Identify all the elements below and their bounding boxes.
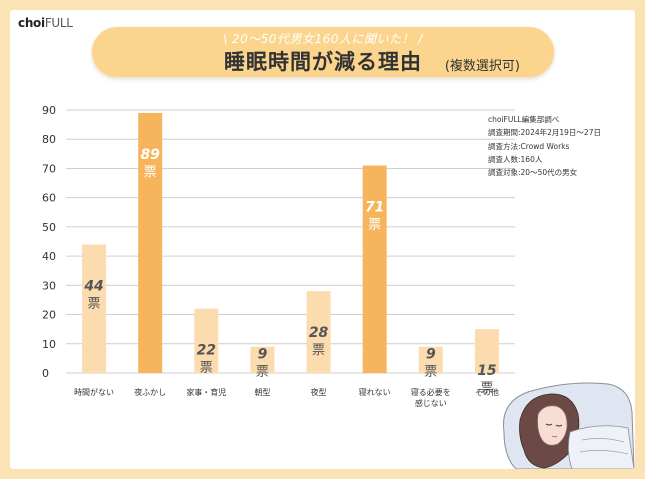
bar-value-label: 89 bbox=[140, 147, 160, 163]
bar-unit-label: 票 bbox=[144, 165, 157, 180]
survey-note-target: 調査対象:20～50代の男女 bbox=[488, 168, 578, 178]
x-axis: 時間がない 夜ふかし 家事・育児 朝型 夜型 寝れない 寝る必要を感じない その他 bbox=[74, 387, 499, 408]
survey-subtitle: \ 20～50代男女160人に聞いた！ / bbox=[223, 32, 423, 46]
x-tick-label: 家事・育児 bbox=[186, 387, 226, 397]
bar-value-label: 44 bbox=[83, 278, 103, 294]
bar-unit-label: 票 bbox=[368, 218, 381, 233]
x-tick-line: 感じない bbox=[415, 398, 447, 408]
bar-unit-label: 票 bbox=[200, 361, 213, 376]
bar-unit-label: 票 bbox=[424, 365, 437, 380]
bar bbox=[306, 291, 331, 373]
x-tick-line: 寝る必要を bbox=[411, 387, 451, 397]
bar-value-label: 9 bbox=[426, 347, 436, 363]
y-tick-label: 90 bbox=[42, 104, 56, 117]
bar bbox=[250, 346, 275, 373]
bar-value-label: 22 bbox=[197, 343, 216, 359]
bar bbox=[418, 346, 443, 373]
bar-value-label: 28 bbox=[309, 325, 329, 341]
x-tick-label: その他 bbox=[475, 387, 499, 397]
brand-logo: choiFULL bbox=[18, 16, 73, 30]
sleeping-woman-illustration bbox=[503, 382, 635, 469]
logo-full: FULL bbox=[44, 16, 73, 30]
x-tick-label: 寝れない bbox=[359, 387, 391, 397]
x-tick-line: 寝れない bbox=[359, 387, 391, 397]
bar-unit-label: 票 bbox=[88, 296, 101, 311]
bar-value-label: 15 bbox=[477, 363, 497, 379]
multiple-choice-note: (複数選択可) bbox=[444, 59, 520, 74]
y-tick-label: 10 bbox=[42, 338, 56, 351]
y-tick-label: 70 bbox=[42, 162, 56, 175]
x-tick-label: 朝型 bbox=[254, 388, 270, 397]
bar bbox=[362, 165, 387, 373]
bar bbox=[138, 112, 163, 373]
y-axis: 0 10 20 30 40 50 60 70 80 90 bbox=[42, 104, 56, 380]
x-tick-line: その他 bbox=[475, 387, 499, 397]
x-tick-line: 家事・育児 bbox=[186, 387, 226, 397]
title-banner: \ 20～50代男女160人に聞いた！ / 睡眠時間が減る理由 (複数選択可) bbox=[92, 27, 554, 77]
bars: 44 票 89 票 22 票 9 票 28 票 71 票 9 票 15 票 bbox=[82, 112, 499, 396]
x-tick-label: 夜型 bbox=[311, 387, 327, 397]
y-tick-label: 0 bbox=[42, 367, 49, 380]
y-tick-label: 20 bbox=[42, 309, 56, 322]
x-tick-line: 時間がない bbox=[74, 387, 114, 397]
y-tick-label: 40 bbox=[42, 250, 56, 263]
survey-notes: choiFULL編集部調べ 調査期間:2024年2月19日～27日 調査方法:C… bbox=[488, 113, 601, 179]
bar-unit-label: 票 bbox=[256, 365, 269, 380]
survey-note-count: 調査人数:160人 bbox=[488, 154, 543, 164]
survey-note-source: choiFULL編集部調べ bbox=[488, 115, 560, 124]
bar-value-label: 9 bbox=[258, 347, 268, 363]
y-tick-label: 60 bbox=[42, 192, 56, 205]
bar-unit-label: 票 bbox=[480, 381, 493, 396]
grid-lines bbox=[66, 109, 515, 374]
x-tick-line: 夜ふかし bbox=[134, 387, 166, 397]
infographic-card: choiFULL \ 20～50代男女160人に聞いた！ / 睡眠時間が減る理由… bbox=[10, 10, 635, 469]
survey-note-method: 調査方法:Crowd Works bbox=[488, 141, 570, 151]
bar bbox=[194, 308, 219, 373]
bar-value-label: 71 bbox=[365, 200, 384, 216]
survey-note-period: 調査期間:2024年2月19日～27日 bbox=[488, 128, 601, 138]
y-tick-label: 30 bbox=[42, 279, 56, 292]
x-tick-label: 時間がない bbox=[74, 387, 114, 397]
x-tick-line: 夜型 bbox=[311, 387, 327, 397]
bar bbox=[474, 329, 499, 373]
x-tick-label: 寝る必要を感じない bbox=[411, 387, 451, 408]
bar-chart: 0 10 20 30 40 50 60 70 80 90 44 票 89 票 22 票 9 票 28 票 71 票 9 票 1… bbox=[42, 104, 515, 408]
y-tick-label: 80 bbox=[42, 133, 56, 146]
y-tick-label: 50 bbox=[42, 221, 56, 234]
x-tick-line: 朝型 bbox=[254, 388, 270, 397]
bar-unit-label: 票 bbox=[312, 343, 325, 358]
bar bbox=[82, 244, 107, 373]
chart-title: 睡眠時間が減る理由 bbox=[224, 50, 422, 74]
x-tick-label: 夜ふかし bbox=[134, 387, 166, 397]
logo-main: choi bbox=[18, 16, 45, 30]
